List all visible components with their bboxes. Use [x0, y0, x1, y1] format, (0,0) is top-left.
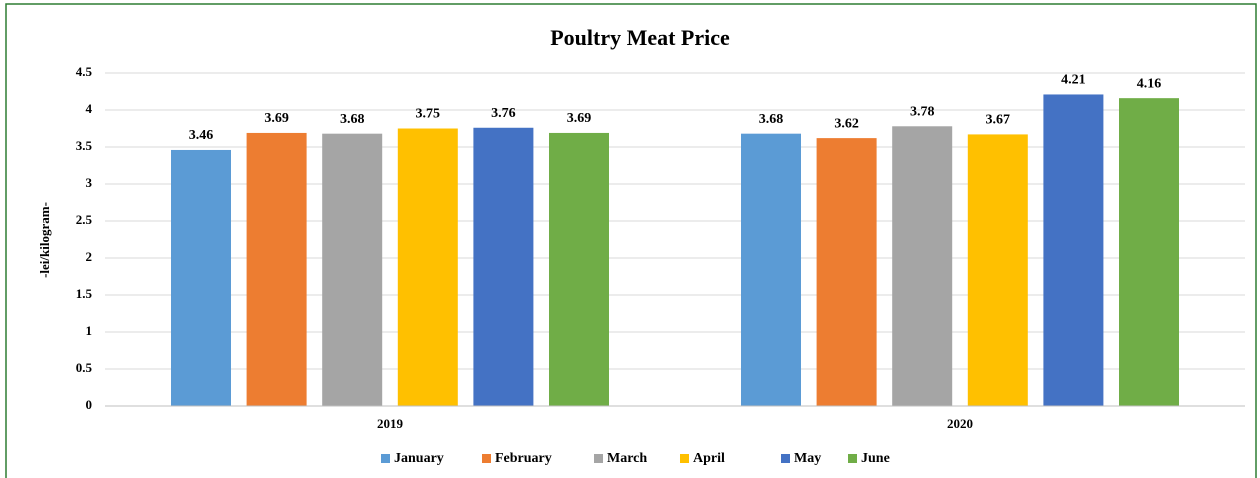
- value-label: 3.68: [759, 112, 784, 127]
- y-tick-label: 2: [86, 249, 93, 264]
- bar: [892, 126, 953, 406]
- bar: [322, 133, 383, 406]
- legend-label: June: [861, 451, 890, 466]
- y-tick-label: 1.5: [76, 286, 93, 301]
- x-tick-label: 2020: [947, 416, 973, 431]
- legend-label: May: [794, 451, 821, 466]
- x-tick-label: 2019: [377, 416, 404, 431]
- bar: [171, 149, 231, 406]
- value-label: 3.69: [264, 111, 289, 126]
- chart-title: Poultry Meat Price: [550, 25, 730, 50]
- y-tick-label: 4.5: [76, 64, 93, 79]
- y-axis-label: -lei/kilogram-: [37, 202, 52, 278]
- legend-label: February: [495, 451, 552, 466]
- y-tick-label: 0.5: [76, 360, 93, 375]
- legend-swatch: [680, 454, 689, 463]
- y-tick-label: 2.5: [76, 212, 93, 227]
- bar: [741, 133, 801, 406]
- value-label: 3.62: [834, 116, 859, 131]
- legend-swatch: [594, 454, 603, 463]
- legend-swatch: [781, 454, 790, 463]
- bar: [1043, 94, 1104, 407]
- value-label: 4.16: [1137, 76, 1162, 91]
- y-tick-label: 4: [86, 101, 93, 116]
- legend-label: April: [693, 451, 725, 466]
- y-tick-label: 3: [86, 175, 93, 190]
- legend-label: January: [394, 451, 444, 466]
- bar: [816, 138, 877, 406]
- value-label: 3.46: [189, 128, 214, 143]
- legend-swatch: [381, 454, 390, 463]
- bar: [1119, 98, 1179, 406]
- value-label: 3.76: [491, 106, 516, 121]
- bar: [473, 127, 534, 406]
- value-label: 3.75: [416, 107, 441, 122]
- value-label: 4.21: [1061, 73, 1086, 88]
- value-label: 3.67: [986, 113, 1011, 128]
- legend-swatch: [848, 454, 857, 463]
- y-tick-label: 1: [86, 323, 93, 338]
- y-tick-label: 3.5: [76, 138, 93, 153]
- bar: [967, 134, 1028, 407]
- chart-frame: [5, 3, 1257, 478]
- value-label: 3.78: [910, 104, 935, 119]
- bar: [246, 132, 307, 406]
- bar: [397, 128, 458, 406]
- bar: [549, 132, 609, 406]
- value-label: 3.69: [567, 111, 592, 126]
- value-label: 3.68: [340, 112, 365, 127]
- legend-label: March: [607, 451, 647, 466]
- legend-swatch: [482, 454, 491, 463]
- y-tick-label: 0: [86, 397, 93, 412]
